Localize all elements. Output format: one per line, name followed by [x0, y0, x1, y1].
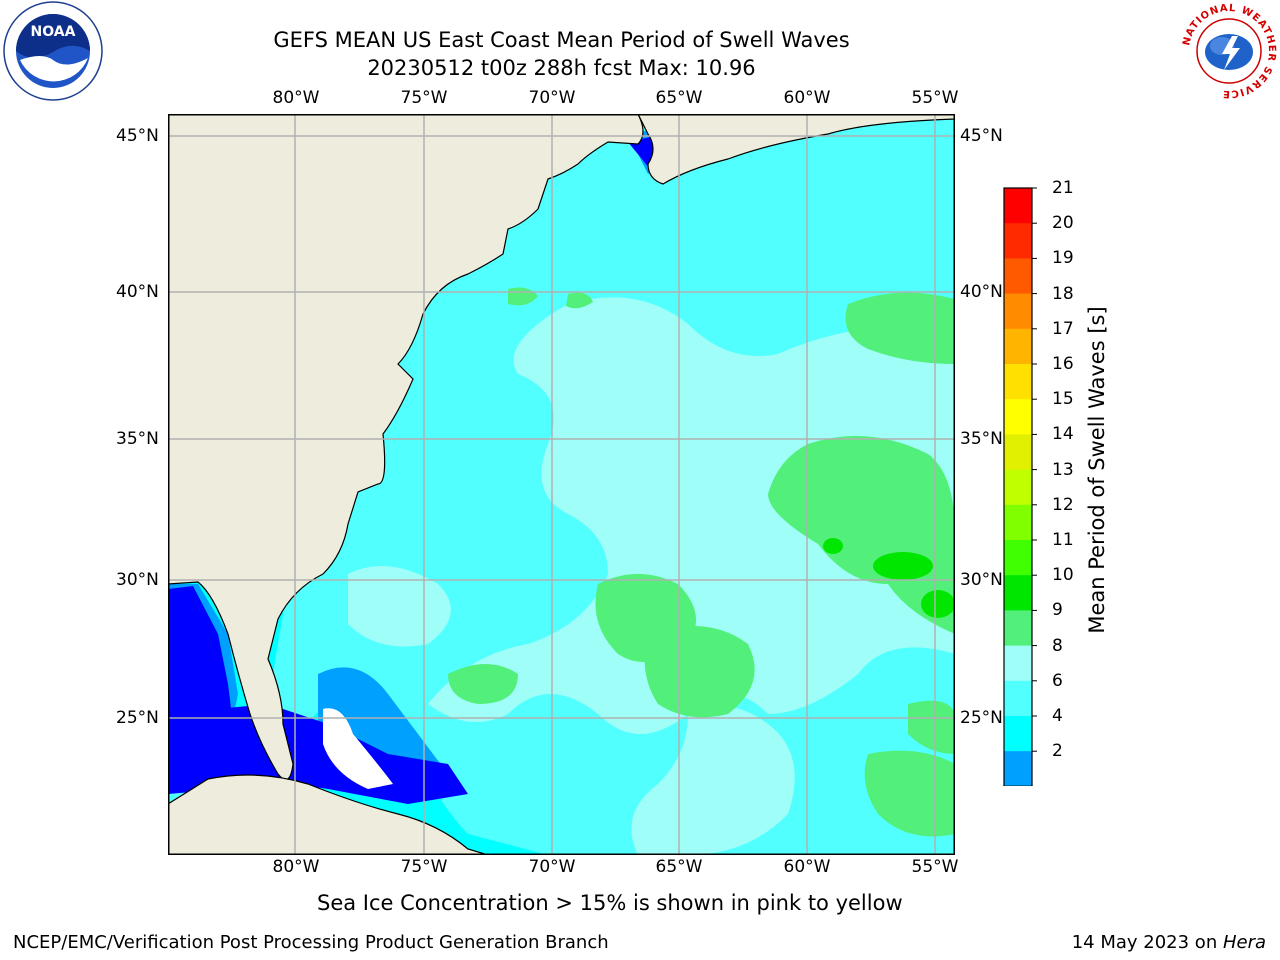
lat-label-right-25n: 25°N: [960, 708, 1003, 728]
lon-label-bottom-70w: 70°W: [528, 857, 576, 877]
colorbar-band: [1004, 504, 1032, 541]
lat-label-right-45n: 45°N: [960, 126, 1003, 146]
sea-ice-note: Sea Ice Concentration > 15% is shown in …: [317, 891, 903, 915]
lon-label-top-60w: 60°W: [783, 88, 831, 108]
machine-name: Hera: [1222, 932, 1266, 953]
colorbar-band: [1004, 258, 1032, 295]
colorbar-band: [1004, 399, 1032, 435]
lat-label-left-25n: 25°N: [116, 708, 159, 728]
generation-date-text: 14 May 2023 on: [1071, 932, 1223, 953]
noaa-logo: NOAA: [2, 0, 104, 102]
map-title-line1: GEFS MEAN US East Coast Mean Period of S…: [273, 28, 850, 52]
lat-label-left-30n: 30°N: [116, 570, 159, 590]
swell-period-map: [167, 113, 956, 856]
colorbar-tick-label: 11: [1052, 530, 1074, 550]
colorbar-band: [1004, 364, 1032, 400]
lon-label-top-65w: 65°W: [655, 88, 703, 108]
colorbar-band: [1004, 293, 1032, 330]
colorbar-tick-label: 12: [1052, 494, 1074, 515]
lon-label-top-55w: 55°W: [911, 88, 959, 108]
branch-credit: NCEP/EMC/Verification Post Processing Pr…: [13, 932, 609, 953]
lat-label-left-35n: 35°N: [116, 429, 159, 449]
lat-label-left-40n: 40°N: [116, 282, 159, 302]
lat-label-right-40n: 40°N: [960, 282, 1003, 302]
colorbar-band: [1004, 328, 1032, 365]
lon-label-bottom-65w: 65°W: [655, 857, 703, 877]
lon-label-bottom-75w: 75°W: [400, 857, 448, 877]
colorbar-band: [1004, 716, 1032, 752]
colorbar-band: [1004, 540, 1032, 576]
colorbar-band: [1004, 434, 1032, 471]
lon-label-bottom-55w: 55°W: [911, 857, 959, 877]
lon-label-bottom-80w: 80°W: [272, 857, 320, 877]
colorbar-tick-label: 20: [1052, 213, 1074, 234]
colorbar-tick-label: 21: [1052, 178, 1074, 198]
colorbar-tick-label: 18: [1052, 283, 1074, 304]
map-title-line2: 20230512 t00z 288h fcst Max: 10.96: [367, 56, 756, 80]
colorbar-band: [1004, 645, 1032, 682]
nws-logo: NATIONAL WEATHER SERVICE: [1178, 0, 1280, 102]
colorbar-tick-label: 16: [1052, 354, 1074, 374]
lon-label-top-80w: 80°W: [272, 88, 320, 108]
colorbar-band: [1004, 223, 1032, 259]
lat-label-right-35n: 35°N: [960, 429, 1003, 449]
lon-label-bottom-60w: 60°W: [783, 857, 831, 877]
lat-label-left-45n: 45°N: [116, 126, 159, 146]
lon-label-top-70w: 70°W: [528, 88, 576, 108]
lat-label-right-30n: 30°N: [960, 570, 1003, 590]
colorbar-tick-label: 15: [1052, 389, 1074, 410]
colorbar-band: [1004, 469, 1032, 506]
colorbar-tick-label: 2: [1052, 741, 1063, 762]
swell-10-11s-zones: [823, 538, 955, 618]
colorbar-band: [1004, 188, 1032, 224]
colorbar-tick-labels: 21 20 19 18 17 16 15 14 13 12 11 10 9 8 6 4 2: [1044, 178, 1084, 770]
colorbar-band: [1004, 610, 1032, 647]
colorbar-tick-label: 8: [1052, 635, 1063, 656]
colorbar-tick-label: 10: [1052, 565, 1074, 586]
graticule: [168, 114, 955, 855]
colorbar-band: [1004, 575, 1032, 611]
noaa-logo-text: NOAA: [31, 24, 76, 40]
map-frame: [168, 114, 955, 855]
colorbar-tick-label: 19: [1052, 248, 1074, 269]
colorbar-tick-label: 4: [1052, 706, 1063, 726]
generation-date: 14 May 2023 on Hera: [1072, 932, 1266, 953]
colorbar: [1000, 186, 1040, 816]
lon-label-top-75w: 75°W: [400, 88, 448, 108]
swell-9-10s-zones: [448, 287, 955, 837]
colorbar-tick-label: 17: [1052, 318, 1074, 339]
swell-8-9s-zones: [348, 297, 955, 855]
us-east-coast-land: [167, 113, 644, 781]
colorbar-tick-label: 14: [1052, 424, 1074, 445]
cuba-land: [167, 774, 489, 856]
colorbar-title: Mean Period of Swell Waves [s]: [1085, 306, 1109, 634]
colorbar-tick-label: 13: [1052, 459, 1074, 480]
colorbar-tick-label: 6: [1052, 670, 1063, 691]
colorbar-band: [1004, 751, 1032, 787]
colorbar-tick-label: 9: [1052, 600, 1063, 621]
bahamas-bank-mask: [323, 708, 393, 789]
colorbar-band: [1004, 680, 1032, 717]
